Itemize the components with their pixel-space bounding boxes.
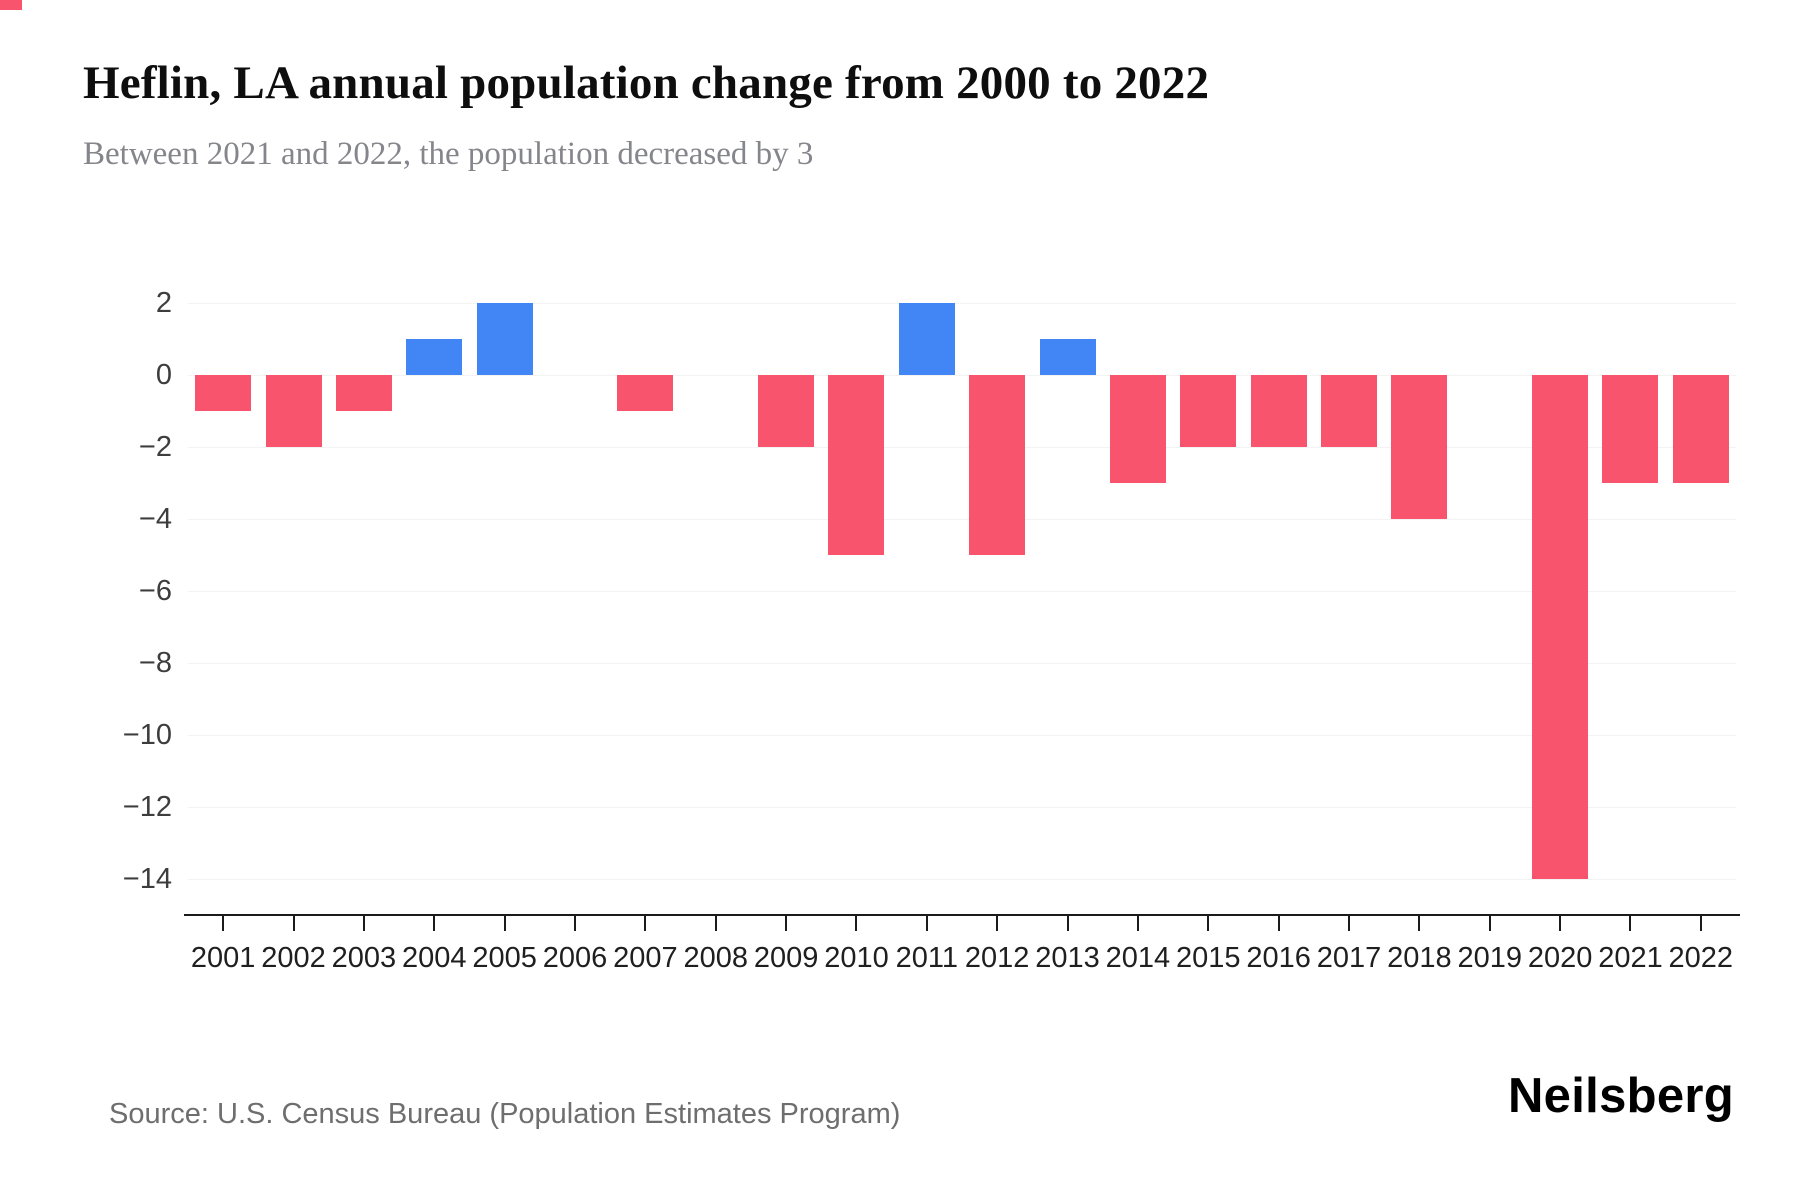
x-axis-label: 2016 (1246, 942, 1311, 974)
corner-accent-mark (0, 0, 22, 10)
x-axis-tick (433, 916, 436, 931)
x-axis-tick (1136, 916, 1139, 931)
x-axis-tick (1488, 916, 1491, 931)
x-axis-label: 2002 (261, 942, 326, 974)
x-axis-tick (925, 916, 928, 931)
x-axis-label: 2006 (542, 942, 608, 974)
x-axis-label: 2014 (1105, 942, 1171, 974)
x-axis-tick (1418, 916, 1421, 931)
x-axis-tick (996, 916, 999, 931)
x-axis-tick (855, 916, 858, 931)
chart-subtitle: Between 2021 and 2022, the population de… (83, 136, 814, 172)
x-axis-tick (222, 916, 225, 931)
gridline-y-0 (188, 375, 1736, 376)
gridline-y--12 (188, 807, 1736, 808)
bar-2013[interactable] (1039, 339, 1096, 375)
bar-2016[interactable] (1250, 375, 1307, 447)
x-axis-label: 2020 (1527, 942, 1593, 974)
x-axis-tick (1699, 916, 1702, 931)
y-axis-label: −14 (122, 863, 172, 895)
x-axis-tick (362, 916, 365, 931)
x-axis-label: 2001 (190, 942, 256, 974)
x-axis-label: 2015 (1176, 942, 1241, 974)
bar-2012[interactable] (969, 375, 1026, 555)
x-axis-tick (1629, 916, 1632, 931)
x-axis-label: 2017 (1316, 942, 1382, 974)
y-axis-label: 0 (155, 359, 172, 391)
gridline-y--2 (188, 447, 1736, 448)
gridline-y--14 (188, 879, 1736, 880)
x-axis-tick (1348, 916, 1350, 931)
bar-2007[interactable] (617, 375, 674, 411)
bar-2005[interactable] (476, 303, 533, 375)
x-axis-label: 2021 (1598, 942, 1663, 974)
bar-2001[interactable] (195, 375, 252, 411)
x-axis-line (184, 914, 1740, 916)
x-axis-label: 2012 (964, 942, 1030, 974)
bar-2015[interactable] (1180, 375, 1237, 447)
bar-2002[interactable] (265, 375, 322, 447)
x-axis-label: 2003 (331, 942, 397, 974)
x-axis-tick (714, 916, 717, 931)
x-axis-label: 2011 (895, 942, 958, 974)
x-axis-tick (644, 916, 647, 931)
y-axis-label: −6 (138, 575, 172, 607)
chart-title: Heflin, LA annual population change from… (83, 57, 1210, 109)
bar-2003[interactable] (335, 375, 392, 411)
bar-2014[interactable] (1109, 375, 1166, 483)
x-axis-label: 2022 (1668, 942, 1734, 974)
bar-2010[interactable] (828, 375, 885, 555)
gridline-y--10 (188, 735, 1736, 736)
y-axis-label: −2 (138, 431, 172, 463)
x-axis-tick (574, 916, 576, 931)
x-axis-tick (1207, 916, 1210, 931)
y-axis-label: −10 (122, 719, 172, 751)
x-axis-label: 2010 (824, 942, 889, 974)
bar-2004[interactable] (406, 339, 463, 375)
x-axis-label: 2013 (1035, 942, 1100, 974)
bar-2021[interactable] (1602, 375, 1659, 483)
x-axis-label: 2018 (1387, 942, 1452, 974)
x-axis-tick (292, 916, 295, 931)
gridline-y--6 (188, 591, 1736, 592)
x-axis-label: 2007 (613, 942, 678, 974)
bar-2022[interactable] (1672, 375, 1729, 483)
x-axis-label: 2004 (402, 942, 467, 974)
x-axis-tick (503, 916, 506, 931)
x-axis-label: 2009 (753, 942, 819, 974)
y-axis-label: 2 (155, 287, 172, 319)
x-axis-label: 2008 (683, 942, 748, 974)
x-axis-tick (1066, 916, 1069, 931)
x-axis-tick (785, 916, 788, 931)
bar-2020[interactable] (1532, 375, 1589, 879)
gridline-y--8 (188, 663, 1736, 664)
gridline-y-2 (188, 303, 1736, 304)
x-axis-tick (1277, 916, 1280, 931)
x-axis-label: 2005 (472, 942, 537, 974)
bar-2017[interactable] (1321, 375, 1377, 447)
brand-logo: Neilsberg (1508, 1069, 1734, 1123)
x-axis-label: 2019 (1457, 942, 1522, 974)
gridline-y--4 (188, 519, 1736, 520)
source-note: Source: U.S. Census Bureau (Population E… (109, 1098, 901, 1130)
y-axis-label: −12 (122, 791, 172, 823)
x-axis-tick (1559, 916, 1562, 931)
bar-2009[interactable] (758, 375, 815, 447)
y-axis-label: −4 (138, 503, 172, 535)
y-axis-label: −8 (138, 647, 172, 679)
bar-2011[interactable] (898, 303, 955, 375)
bar-2018[interactable] (1391, 375, 1448, 519)
